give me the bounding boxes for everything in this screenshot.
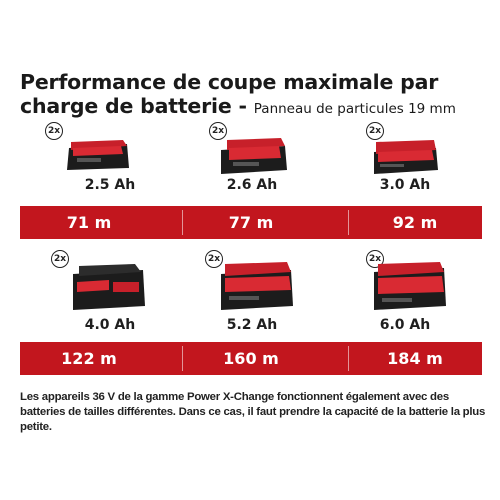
battery-6-0ah-icon: [374, 262, 446, 310]
page-title: Performance de coupe maximale par charge…: [20, 70, 490, 121]
quantity-badge: 2x: [366, 122, 384, 140]
title-sub: Panneau de particules 19 mm: [253, 101, 456, 117]
cut-value: 160 m: [223, 349, 279, 368]
battery-capacity: 6.0 Ah: [379, 317, 431, 333]
cut-performance-band-2: 122 m 160 m 184 m: [20, 342, 482, 375]
cut-value: 184 m: [387, 349, 443, 368]
battery-capacity: 5.2 Ah: [226, 317, 278, 333]
battery-3-0ah-icon: [374, 140, 438, 174]
cut-value: 92 m: [392, 213, 438, 232]
quantity-badge: 2x: [205, 250, 223, 268]
cut-value: 77 m: [228, 213, 274, 232]
battery-capacity: 2.6 Ah: [226, 177, 278, 193]
band-divider: [348, 210, 349, 235]
cut-value: 71 m: [66, 213, 112, 232]
compatibility-note: Les appareils 36 V de la gamme Power X-C…: [20, 391, 486, 433]
title-main: Performance de coupe maximale par charge…: [20, 70, 439, 118]
battery-5-2ah-icon: [221, 262, 293, 310]
battery-capacity: 4.0 Ah: [84, 317, 136, 333]
battery-4-0ah-icon: [73, 264, 145, 310]
battery-capacity: 2.5 Ah: [84, 177, 136, 193]
band-divider: [182, 346, 183, 371]
band-divider: [182, 210, 183, 235]
battery-row-2: 2x 4.0 Ah 2x 5.2 Ah 2x 6.0 Ah: [0, 250, 500, 350]
quantity-badge: 2x: [51, 250, 69, 268]
cut-value: 122 m: [61, 349, 117, 368]
battery-2-5ah-icon: [67, 140, 129, 170]
quantity-badge: 2x: [209, 122, 227, 140]
quantity-badge: 2x: [366, 250, 384, 268]
quantity-badge: 2x: [45, 122, 63, 140]
cut-performance-band-1: 71 m 77 m 92 m: [20, 206, 482, 239]
battery-2-6ah-icon: [221, 138, 287, 174]
band-divider: [348, 346, 349, 371]
battery-capacity: 3.0 Ah: [379, 177, 431, 193]
battery-row-1: 2x 2.5 Ah 2x 2.6 Ah 2x 3.0 Ah: [0, 122, 500, 242]
